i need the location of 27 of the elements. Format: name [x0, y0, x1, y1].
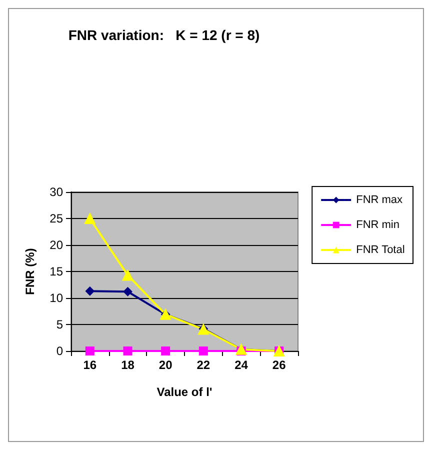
- y-axis-title: FNR (%): [23, 248, 37, 295]
- y-tick-label: 25: [50, 212, 64, 226]
- x-tick-label: 26: [272, 358, 286, 372]
- x-tick-label: 16: [83, 358, 97, 372]
- x-tick-label: 18: [121, 358, 135, 372]
- legend-label: FNR Total: [356, 244, 405, 256]
- point: [198, 346, 208, 356]
- y-tick-label: 10: [50, 291, 64, 305]
- x-axis-title: Value of l': [156, 385, 212, 399]
- x-tick-label: 20: [158, 358, 173, 372]
- y-tick-label: 0: [56, 344, 64, 358]
- point: [123, 287, 132, 296]
- legend-label: FNR min: [356, 219, 400, 231]
- y-tick-label: 30: [50, 185, 64, 199]
- x-tick-label: 24: [234, 358, 248, 372]
- y-tick-label: 20: [50, 238, 64, 252]
- point: [85, 286, 94, 296]
- point: [123, 346, 132, 356]
- point: [122, 270, 134, 281]
- chart-title: FNR variation: K = 12 (r = 8): [68, 27, 260, 43]
- point: [85, 346, 94, 356]
- legend-label: FNR max: [356, 194, 404, 206]
- point: [161, 346, 170, 356]
- x-tick-label: 22: [196, 358, 210, 372]
- point: [84, 213, 96, 224]
- y-tick-label: 5: [56, 318, 64, 332]
- y-tick-label: 15: [50, 264, 64, 278]
